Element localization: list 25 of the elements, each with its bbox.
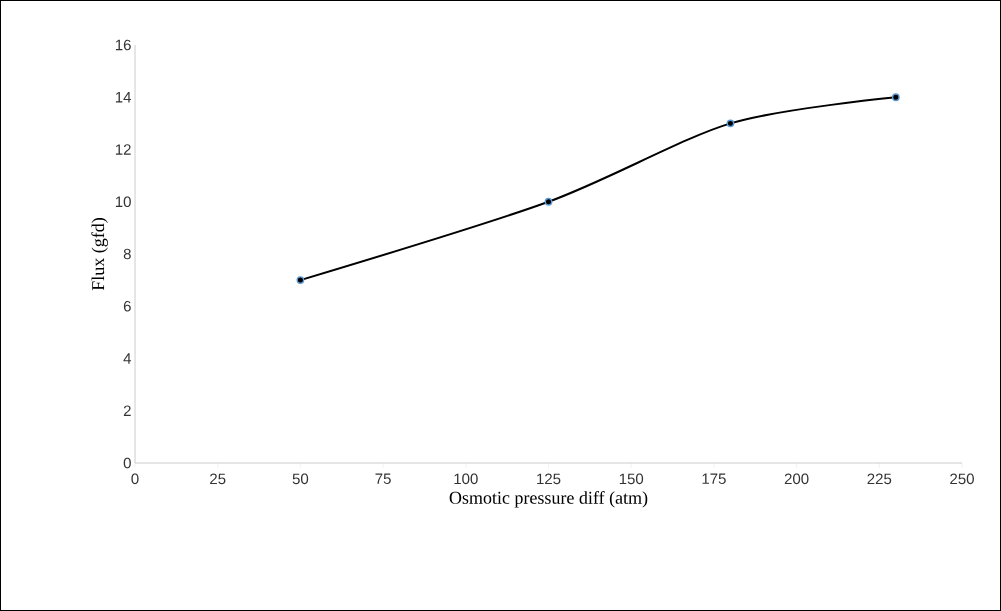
x-tick-label: 150: [619, 473, 644, 485]
y-axis-title: Flux (gfd): [91, 218, 108, 291]
x-tick-label: 200: [784, 473, 809, 485]
y-tick-label: 14: [115, 92, 132, 103]
x-tick-label: 25: [210, 473, 226, 485]
point: [891, 93, 900, 102]
y-tick-label: 8: [123, 248, 131, 260]
y-tick-label: 12: [115, 144, 131, 155]
point: [544, 197, 553, 206]
x-tick-label: 50: [292, 473, 309, 485]
x-tick-label: 225: [867, 473, 892, 485]
point: [296, 276, 305, 285]
x-tick-label: 175: [702, 473, 726, 484]
y-tick-label: 2: [123, 405, 131, 416]
point: [726, 119, 735, 128]
x-tick-label: 75: [375, 473, 391, 484]
x-axis-title: Osmotic pressure diff (atm): [449, 491, 648, 508]
y-tick-label: 6: [123, 300, 131, 312]
y-tick-label: 10: [115, 196, 131, 208]
x-tick-label: 125: [537, 473, 561, 485]
y-tick-label: 16: [115, 39, 131, 51]
x-tick-label: 100: [454, 473, 478, 485]
y-tick-label: 0: [123, 457, 131, 469]
x-tick-label: 250: [950, 473, 974, 485]
y-tick-label: 4: [123, 353, 132, 364]
